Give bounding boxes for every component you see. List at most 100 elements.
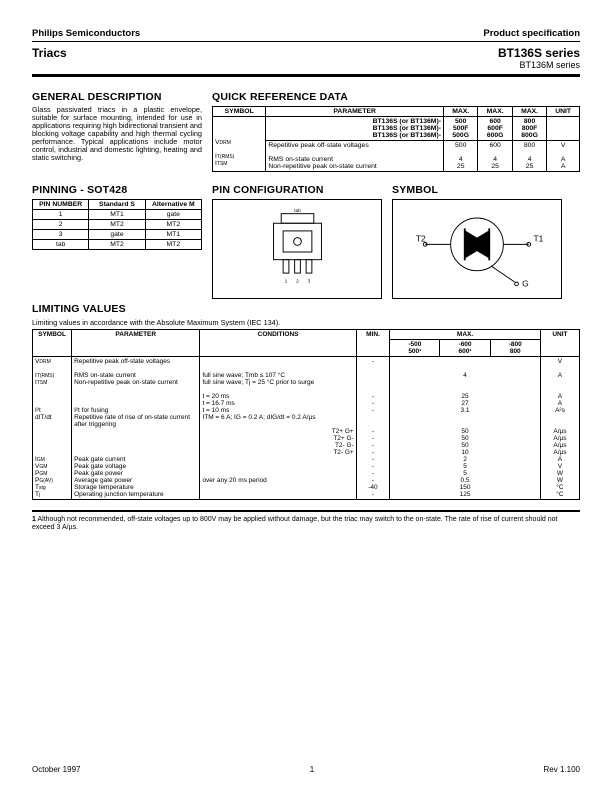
val: -: [372, 358, 374, 365]
qrd-cell: VDRMIT(RMS)ITSM: [213, 117, 266, 172]
symbol-box: T2 T1 G: [392, 199, 562, 299]
col-pinning: PINNING - SOT428 PIN NUMBER Standard S A…: [32, 180, 202, 250]
gendesc-text: Glass passivated triacs in a plastic env…: [32, 106, 202, 162]
qrd-cell: 500500F500G: [443, 117, 477, 141]
qrd-h-max2: MAX.: [478, 107, 512, 117]
unit: A/µs: [553, 428, 566, 435]
footer-page: 1: [310, 765, 314, 774]
doc-type: Product specification: [483, 28, 580, 39]
sym-sub: GM: [39, 471, 47, 477]
cell: 3: [33, 230, 89, 240]
title-left: Triacs: [32, 46, 67, 60]
cell: 2: [33, 220, 89, 230]
cell: MT2: [89, 240, 145, 250]
cell: 1: [33, 210, 89, 220]
cond-text: over any 20 ms period: [202, 477, 266, 484]
sym-letter: dIT/dt: [35, 414, 52, 421]
val: 50: [461, 428, 468, 435]
label-g: G: [522, 279, 529, 289]
param-text: Peak gate power: [74, 470, 123, 477]
sym-sub: TSM: [217, 161, 228, 167]
cond-text: ITM = 6 A; IG = 0.2 A; dIG/dt = 0.2 A/µs: [202, 414, 315, 421]
table-row: 2MT2MT2: [33, 220, 202, 230]
val: 800: [524, 142, 535, 149]
val: 600G: [487, 132, 504, 139]
val: 50: [461, 442, 468, 449]
unit: A: [558, 393, 562, 400]
qrd-h-unit: UNIT: [547, 107, 580, 117]
val: 0.5: [461, 477, 470, 484]
lv-note: Limiting values in accordance with the A…: [32, 318, 580, 327]
part: BT136S (or BT136M)-: [373, 118, 441, 125]
cond-text: T2+ G+: [332, 428, 354, 435]
val: 600: [489, 118, 500, 125]
unit: A/µs: [553, 435, 566, 442]
val: -: [372, 428, 374, 435]
param-text: Peak gate current: [74, 456, 125, 463]
cell: gate: [145, 210, 201, 220]
cond-text: T2+ G-: [333, 435, 353, 442]
lv-h-max-c: -800800: [490, 340, 540, 357]
label-tab: tab: [294, 208, 301, 214]
lv-h-max-a: -500500¹: [390, 340, 440, 357]
qrd-title: QUICK REFERENCE DATA: [212, 91, 580, 103]
lv-h-min: MIN.: [356, 330, 389, 357]
unit: A: [561, 163, 566, 170]
cell: MT2: [89, 220, 145, 230]
val: 25: [491, 163, 499, 170]
cond-text: full sine wave; Tmb ≤ 107 °C: [202, 372, 285, 379]
cell: full sine wave; Tmb ≤ 107 °Cfull sine wa…: [200, 357, 356, 500]
sym-sub: T(RMS): [37, 373, 55, 379]
footer-date: October 1997: [32, 765, 80, 774]
label-t1: T1: [533, 233, 543, 243]
part: BT136S (or BT136M)-: [373, 132, 441, 139]
pinning-title: PINNING - SOT428: [32, 184, 202, 196]
unit: V: [558, 463, 562, 470]
val: 2: [463, 456, 467, 463]
val: 500: [455, 142, 466, 149]
company-name: Philips Semiconductors: [32, 28, 140, 39]
hr-thick: [32, 74, 580, 77]
unit: A: [561, 156, 566, 163]
unit: A/µs: [553, 449, 566, 456]
cell: VDRMIT(RMS)ITSMI²tdIT/dtIGMVGMPGMPG(AV)T…: [33, 357, 72, 500]
part: BT136S (or BT136M)-: [373, 125, 441, 132]
qrd-cell: BT136S (or BT136M)-BT136S (or BT136M)-BT…: [266, 117, 444, 141]
table-row: VDRMIT(RMS)ITSMI²tdIT/dtIGMVGMPGMPG(AV)T…: [33, 357, 580, 500]
val: 4: [528, 156, 532, 163]
cell: MT2: [145, 220, 201, 230]
qrd-h-max1: MAX.: [443, 107, 477, 117]
table-row: 1MT1gate: [33, 210, 202, 220]
label-t2: T2: [416, 233, 426, 243]
pincfg-title: PIN CONFIGURATION: [212, 184, 382, 196]
val: -: [372, 400, 374, 407]
val: 25: [461, 393, 468, 400]
unit: A: [558, 372, 562, 379]
row-pin-cfg-sym: PINNING - SOT428 PIN NUMBER Standard S A…: [32, 180, 580, 299]
qrd-table: SYMBOL PARAMETER MAX. MAX. MAX. UNIT VDR…: [212, 106, 580, 172]
cond-text: T2- G-: [335, 442, 354, 449]
cell: VAAAA²sA/µsA/µsA/µsA/µsAVWW°C°C: [540, 357, 579, 500]
param-text: I²t for fusing: [74, 407, 108, 414]
hr-thin-top: [32, 41, 580, 42]
pinning-table: PIN NUMBER Standard S Alternative M 1MT1…: [32, 199, 202, 250]
val: -: [372, 407, 374, 414]
qrd-cell: 600600F600G: [478, 117, 512, 141]
val: 150: [460, 484, 471, 491]
table-row: Repetitive peak off-state voltagesRMS on…: [213, 141, 580, 172]
param-text: Average gate power: [74, 477, 132, 484]
val: -800: [509, 341, 522, 348]
sym-sub: DRM: [39, 359, 50, 365]
val: 50: [461, 435, 468, 442]
sym-sub: T(RMS): [217, 154, 235, 160]
lv-h-max-b: -600600¹: [440, 340, 490, 357]
cell: MT2: [145, 240, 201, 250]
qrd-cell: [547, 117, 580, 141]
hr-footnote: [32, 510, 580, 512]
cell: Repetitive peak off-state voltagesRMS on…: [72, 357, 200, 500]
footnote: 1 Although not recommended, off-state vo…: [32, 516, 580, 533]
val: 5: [463, 470, 467, 477]
val: -: [372, 442, 374, 449]
col-pincfg: PIN CONFIGURATION tab 1 2 3: [212, 180, 382, 299]
sub-series: BT136M series: [498, 60, 580, 70]
